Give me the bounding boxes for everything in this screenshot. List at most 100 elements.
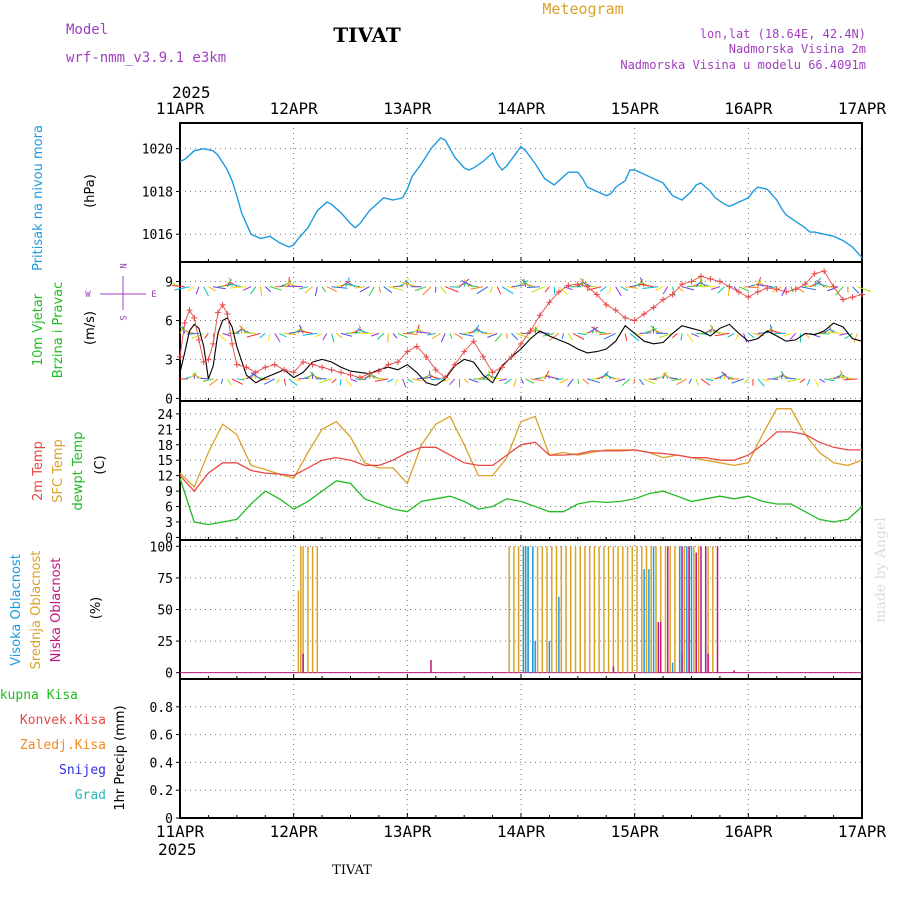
wind-gust-marker	[423, 353, 430, 360]
wind-barb	[494, 333, 503, 342]
wind-barb	[236, 328, 242, 334]
wind-gust-marker	[480, 353, 487, 360]
temp-unit: (C)	[93, 455, 108, 474]
legend-konvek: Konvek.Kisa	[20, 713, 106, 728]
top-date-label: 14APR	[497, 99, 546, 118]
wind-barb	[378, 286, 382, 293]
wind-gust-marker	[840, 296, 847, 303]
wind-barb	[326, 286, 338, 293]
wind-barb	[531, 286, 545, 293]
wind-barb	[671, 333, 678, 339]
wind-barb	[230, 286, 247, 289]
wind-barb	[577, 378, 580, 384]
wind-barb	[513, 378, 517, 388]
wind-gust-marker	[555, 288, 562, 295]
wind-gust-marker	[252, 369, 259, 376]
y-tick-label: 1020	[142, 143, 173, 158]
wind-gust-marker	[375, 368, 382, 375]
wind-barb	[852, 286, 860, 294]
y-tick-label: 0.4	[150, 756, 174, 771]
wind-barb	[499, 378, 507, 382]
pressure-title: Pritisak na nivou mora	[31, 125, 46, 271]
y-tick-label: 1018	[142, 185, 173, 200]
y-tick-label: 0.6	[150, 729, 173, 744]
wind-barb	[721, 371, 730, 380]
wind-gust-marker	[229, 340, 236, 347]
wind-barb	[449, 378, 456, 386]
wind-barb	[283, 378, 287, 386]
wind-barb	[719, 374, 724, 380]
cloud-title-visoka: Visoka Oblacnost	[9, 554, 24, 666]
wind-barb	[383, 286, 393, 294]
wind-barb	[394, 378, 399, 386]
wind-barb	[202, 378, 214, 382]
lonlat-label: lon,lat (18.64E, 42.4N)	[700, 27, 866, 41]
wind-barb	[387, 333, 389, 343]
wind-barb	[222, 332, 231, 337]
wind-gust-marker	[593, 291, 600, 298]
y-tick-label: 12	[157, 470, 173, 485]
wind-barb	[597, 331, 607, 334]
wind-barb	[857, 286, 872, 293]
wind-barb	[681, 286, 695, 291]
wind-barb	[784, 377, 796, 380]
model-elevation-label: Nadmorska Visina u modelu 66.4091m	[620, 58, 866, 72]
wind-barb	[516, 332, 530, 339]
wind-gust-marker	[546, 299, 553, 306]
wind-barb	[387, 378, 394, 383]
wind-barb	[504, 378, 512, 385]
wind-barb	[731, 378, 744, 384]
wind-barb	[530, 325, 539, 334]
wind-barb	[301, 330, 313, 334]
wind-barb	[641, 283, 654, 288]
legend-grad: Grad	[75, 788, 106, 803]
wind-gust-marker	[859, 291, 865, 298]
wind-gust-marker	[300, 359, 307, 366]
wind-barb	[322, 333, 328, 341]
wind-barb	[243, 332, 256, 334]
y-tick-label: 75	[157, 572, 173, 587]
wind-gust-marker	[451, 361, 458, 368]
wind-barb	[638, 378, 645, 386]
year-bottom: 2025	[158, 840, 197, 859]
wind-barb	[478, 376, 486, 380]
wind-gust-marker	[442, 374, 449, 381]
wind-gust-marker	[508, 353, 515, 360]
wind-barb	[844, 332, 853, 340]
wind-barb	[345, 332, 361, 334]
wind-barb	[789, 333, 797, 341]
wind-gust-marker	[565, 282, 572, 289]
wind-barb	[174, 286, 190, 291]
wind-gust-marker	[205, 356, 212, 363]
wind-barb	[459, 278, 470, 288]
wind-barb	[208, 286, 216, 292]
wind-barb	[347, 280, 351, 287]
y-tick-label: 0.8	[150, 701, 173, 716]
y-tick-label: 9	[165, 275, 173, 290]
wind-barb	[769, 324, 773, 334]
y-tick-label: 0	[165, 667, 173, 682]
wind-barb	[331, 378, 337, 384]
wind-barb	[723, 372, 726, 379]
wind-barb	[534, 328, 537, 334]
wind-barb	[615, 286, 622, 296]
wind-barb	[648, 378, 657, 381]
wind-barb	[284, 332, 297, 336]
meteogram-label: Meteogram	[542, 0, 623, 18]
footer-station: TIVAT	[332, 863, 372, 878]
wind-barb	[676, 378, 688, 386]
wind-barb	[402, 277, 410, 288]
wind-barb	[274, 333, 281, 343]
wind-barb	[814, 378, 819, 388]
wind-barb	[293, 329, 301, 334]
wind-barb	[431, 378, 446, 380]
wind-gust-marker	[849, 294, 856, 301]
wind-barb	[555, 378, 564, 381]
wind-barb	[315, 332, 323, 338]
wind-barb	[542, 332, 555, 337]
y-tick-label: 100	[150, 540, 173, 555]
wind-gust-marker	[612, 307, 619, 314]
wind-barb	[587, 326, 599, 334]
wind-barb	[414, 286, 427, 292]
legend-snijeg: Snijeg	[59, 763, 106, 778]
